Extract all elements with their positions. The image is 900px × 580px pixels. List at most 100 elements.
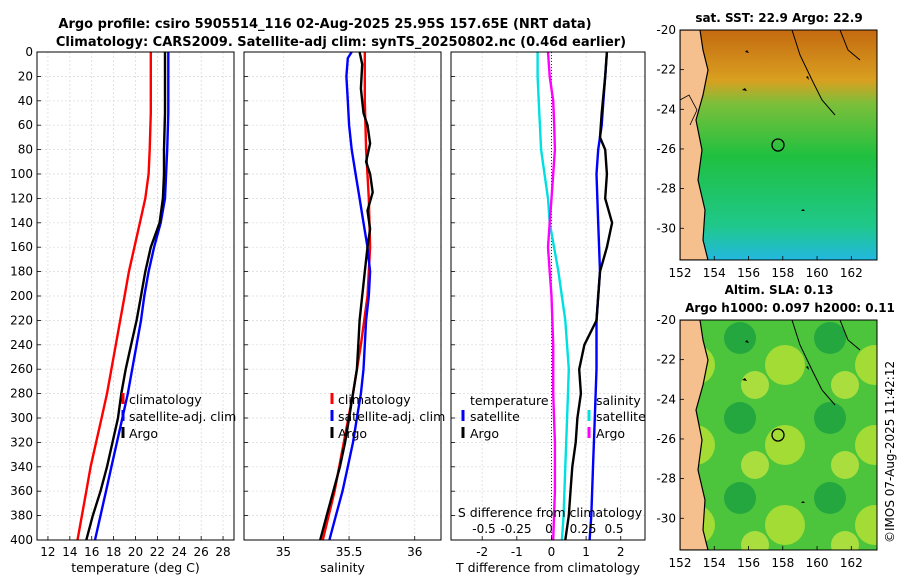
map-y-tick-label: -22: [656, 353, 676, 367]
temperature-panel: 12 14 16 18 20 22 24 26 28 temperature (deg C) 0 20…: [10, 45, 236, 575]
y-tick-label: 220: [10, 313, 33, 327]
x-axis-label-secondary: S difference from climatology: [458, 505, 643, 520]
x-tick-label: 35: [276, 545, 291, 559]
x-tick-label-secondary: 0.25: [570, 522, 597, 536]
series-line-t-argo: [546, 51, 557, 541]
x-tick-label: 12: [40, 545, 55, 559]
salinity-panel: 35 35.5 36 salinity climatology satellite-adj…: [243, 51, 445, 575]
sst-reef-contours: [791, 30, 861, 116]
legend-label: Argo: [470, 426, 499, 441]
x-tick-label-secondary: 0: [545, 522, 553, 536]
y-tick-label: 360: [10, 484, 33, 498]
legend-label: satellite-adj. clim: [338, 409, 445, 424]
x-tick-label: 2: [617, 545, 625, 559]
legend-label: satellite-adj. clim: [129, 409, 236, 424]
sla-field: [680, 320, 877, 550]
x-tick-label-secondary: -0.5: [472, 522, 495, 536]
series-line-t-satellite: [536, 52, 570, 541]
map-y-tick-label: -28: [656, 182, 676, 196]
legend-label: Argo: [596, 426, 625, 441]
sst-argo-marker: [771, 138, 785, 152]
y-tick-label: 300: [10, 411, 33, 425]
sst-map-frame: [679, 29, 878, 261]
y-tick-label: 200: [10, 289, 33, 303]
difference-panel: -2 -1 0 1 2T difference from climatology temp…: [450, 51, 646, 575]
sst-coast-contour: [680, 94, 698, 126]
x-tick-label: 28: [215, 545, 230, 559]
x-axis-label: salinity: [320, 560, 365, 575]
legend-label: satellite: [596, 409, 646, 424]
legend-left-title: temperature: [470, 393, 549, 408]
x-tick-label-secondary: 0.5: [604, 522, 623, 536]
y-tick-label: 340: [10, 460, 33, 474]
map-y-tick-label: -20: [656, 313, 676, 327]
map-y-tick-label: -28: [656, 472, 676, 486]
map-x-tick-label: 160: [806, 266, 829, 280]
y-tick-label: 280: [10, 387, 33, 401]
x-tick-label: 1: [582, 545, 590, 559]
y-tick-label: 180: [10, 265, 33, 279]
map-x-tick-label: 162: [840, 266, 863, 280]
y-tick-label: 400: [10, 533, 33, 547]
map-y-tick-label: -24: [656, 102, 676, 116]
x-axis-label: temperature (deg C): [71, 560, 200, 575]
series-line-satellite-adj-clim: [93, 52, 170, 541]
x-tick-label: 18: [106, 545, 121, 559]
map-x-tick-label: 156: [737, 266, 760, 280]
legend-label: climatology: [129, 392, 202, 407]
map-x-tick-label: 158: [771, 266, 794, 280]
title-line-2: Climatology: CARS2009. Satellite-adj cli…: [56, 35, 626, 50]
sla-argo-marker: [771, 428, 785, 442]
map-x-tick-label: 152: [669, 556, 692, 570]
sla-map-frame: [679, 319, 878, 551]
x-tick-label-secondary: -0.25: [500, 522, 531, 536]
y-tick-label: 0: [25, 45, 33, 59]
sst-field: [680, 30, 877, 260]
x-tick-label: 24: [172, 545, 187, 559]
legend-label: Argo: [338, 426, 367, 441]
x-axis-label: T difference from climatology: [455, 560, 641, 575]
map-x-tick-label: 152: [669, 266, 692, 280]
y-tick-label: 120: [10, 191, 33, 205]
sst-map: sat. SST: 22.9 Argo: 22.9 152 154 156 158 16…: [656, 11, 878, 280]
y-tick-label: 80: [18, 143, 33, 157]
y-tick-label: 20: [18, 69, 33, 83]
legend-label: climatology: [338, 392, 411, 407]
sla-map: Altim. SLA: 0.13 Argo h1000: 0.097 h2000…: [656, 283, 895, 570]
sla-reef-contours: [791, 320, 861, 406]
y-tick-label: 260: [10, 362, 33, 376]
x-tick-label: 35.5: [336, 545, 363, 559]
sst-land: [680, 30, 709, 260]
map-y-tick-label: -26: [656, 432, 676, 446]
legend-label: satellite: [470, 409, 520, 424]
x-tick-label: 22: [150, 545, 165, 559]
map-y-tick-label: -24: [656, 392, 676, 406]
title-line-1: Argo profile: csiro 5905514_116 02-Aug-2…: [58, 17, 591, 32]
y-tick-label: 240: [10, 338, 33, 352]
legend-label: Argo: [129, 426, 158, 441]
map-y-tick-label: -30: [656, 511, 676, 525]
x-tick-label: -2: [476, 545, 488, 559]
series-line-s-argo: [564, 51, 614, 541]
map-y-tick-label: -26: [656, 142, 676, 156]
x-tick-label: -1: [511, 545, 523, 559]
series-line-argo: [85, 52, 167, 541]
map-y-tick-label: -22: [656, 63, 676, 77]
map-y-tick-label: -30: [656, 221, 676, 235]
series-line-climatology: [76, 52, 152, 541]
y-tick-label: 320: [10, 435, 33, 449]
map-x-tick-label: 156: [737, 556, 760, 570]
map-x-tick-label: 154: [703, 266, 726, 280]
series-line-argo: [319, 51, 374, 541]
map-x-tick-label: 154: [703, 556, 726, 570]
x-tick-label: 14: [62, 545, 77, 559]
y-tick-label: 140: [10, 216, 33, 230]
sla-land: [680, 320, 709, 550]
sst-map-title: sat. SST: 22.9 Argo: 22.9: [695, 11, 862, 25]
y-tick-label: 100: [10, 167, 33, 181]
y-tick-label: 60: [18, 118, 33, 132]
x-tick-label: 26: [194, 545, 209, 559]
sla-map-title-2: Argo h1000: 0.097 h2000: 0.11: [685, 301, 895, 315]
series-line-satellite-adj-clim: [328, 51, 372, 541]
